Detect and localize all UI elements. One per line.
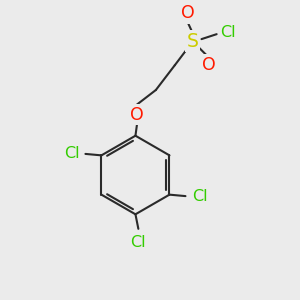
Text: O: O: [202, 56, 216, 74]
Text: Cl: Cl: [192, 189, 207, 204]
Text: Cl: Cl: [64, 146, 79, 161]
Text: S: S: [187, 32, 199, 51]
Text: O: O: [130, 106, 144, 124]
Text: O: O: [181, 4, 194, 22]
Text: Cl: Cl: [220, 25, 236, 40]
Text: Cl: Cl: [130, 235, 146, 250]
